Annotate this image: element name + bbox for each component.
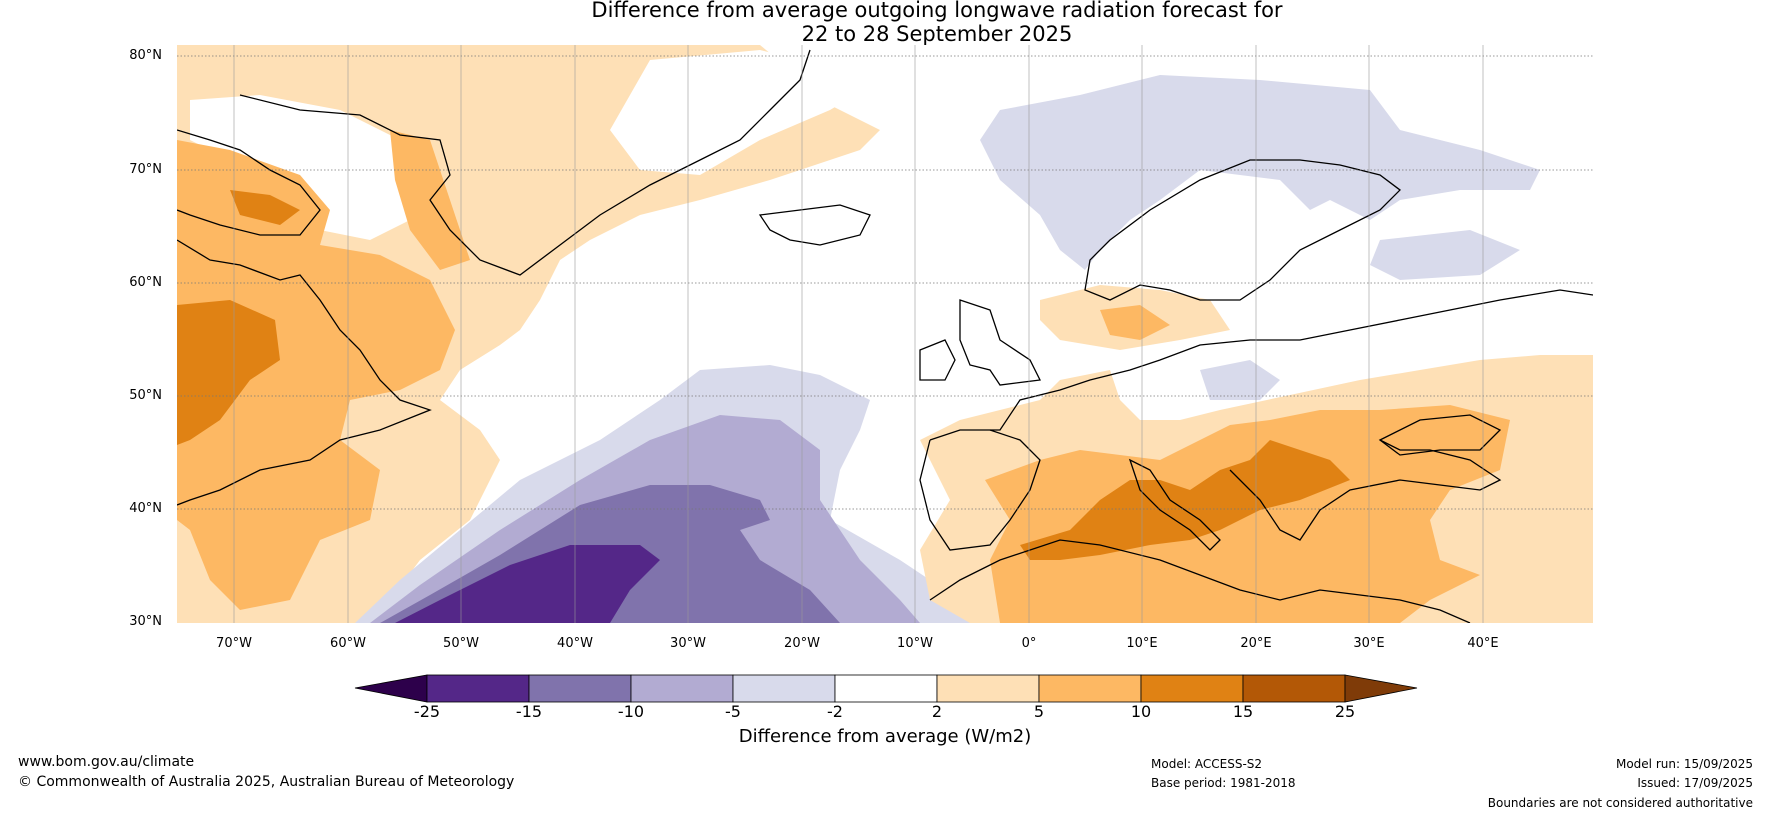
title-line-2: 22 to 28 September 2025 <box>801 22 1073 46</box>
colorbar-tick-label: 5 <box>1033 702 1045 721</box>
footer-copyright: © Commonwealth of Australia 2025, Austra… <box>18 774 515 790</box>
colorbar-tick-label: 2 <box>931 702 943 721</box>
colorbar-tick-label: -10 <box>617 702 645 721</box>
anomaly-region-minus2to5-poland <box>1200 360 1280 400</box>
footer-model: Model: ACCESS-S2 <box>1151 757 1263 771</box>
lon-label-40e: 40°E <box>1467 636 1499 651</box>
footer-model-run: Model run: 15/09/2025 <box>1615 757 1753 771</box>
coastline-hudson-bay <box>177 129 321 236</box>
colorbar-tick-label: 10 <box>1130 702 1152 721</box>
lon-label-70w: 70°W <box>216 636 252 651</box>
footer-base-period: Base period: 1981-2018 <box>1151 776 1296 790</box>
coastline-iberia <box>919 429 1041 551</box>
coastline-scandinavia <box>1084 159 1401 301</box>
lat-label-70n: 70°N <box>129 162 162 177</box>
colorbar-extend-max <box>1344 674 1418 703</box>
lon-label-30w: 30°W <box>670 636 706 651</box>
coastlines <box>177 49 1593 623</box>
colorbar-bin-7 <box>1038 674 1142 703</box>
colorbar-tick-label: 15 <box>1232 702 1254 721</box>
coastline-british-isles <box>959 299 1041 386</box>
colorbar-title: Difference from average (W/m2) <box>738 726 1032 747</box>
colorbar-bin-5 <box>834 674 938 703</box>
neutral-region-greenland <box>190 95 430 240</box>
coastline-balkans <box>1229 439 1502 541</box>
anomaly-region-10to15-baffin <box>230 190 300 225</box>
lon-label-40w: 40°W <box>557 636 593 651</box>
colorbar-bin-1 <box>426 674 530 703</box>
graticule-parallels <box>177 55 1593 510</box>
colorbar-tick-label: -15 <box>515 702 543 721</box>
coastline-ireland <box>919 339 956 381</box>
lat-label-40n: 40°N <box>129 501 162 516</box>
coastline-western-europe <box>929 289 1593 441</box>
lon-label-10e: 10°E <box>1126 636 1158 651</box>
colorbar-tick-label: -25 <box>413 702 441 721</box>
colorbar <box>354 674 1418 703</box>
anomaly-region-5to10-canada <box>177 140 455 610</box>
anomaly-field <box>177 45 1593 623</box>
footer-disclaimer: Boundaries are not considered authoritat… <box>1487 796 1753 810</box>
colorbar-extend-min <box>354 674 428 703</box>
anomaly-region-5to10-denmark <box>1100 305 1170 340</box>
anomaly-region-minus2to5-baltic-east <box>1370 230 1520 280</box>
neutral-region-greenland-east <box>610 50 880 175</box>
colorbar-tick-label: 25 <box>1334 702 1356 721</box>
lat-label-80n: 80°N <box>129 48 162 63</box>
coastline-iceland <box>758 204 871 246</box>
anomaly-region-minus2to5-scandinavia <box>980 75 1540 270</box>
coastline-italy <box>1128 458 1221 551</box>
lat-label-30n: 30°N <box>129 614 162 629</box>
lon-label-10w: 10°W <box>897 636 933 651</box>
colorbar-tick-label: -5 <box>725 702 741 721</box>
lon-label-0: 0° <box>1021 636 1037 651</box>
lon-label-20e: 20°E <box>1240 636 1272 651</box>
colorbar-bin-9 <box>1242 674 1346 703</box>
footer-issued: Issued: 17/09/2025 <box>1637 776 1753 790</box>
lon-label-20w: 20°W <box>784 636 820 651</box>
title-line-1: Difference from average outgoing longwav… <box>591 0 1283 22</box>
lon-label-50w: 50°W <box>443 636 479 651</box>
colorbar-bin-8 <box>1140 674 1244 703</box>
anomaly-region-10to15-labrador <box>177 300 280 445</box>
coastline-north-america <box>177 239 432 506</box>
coastline-north-africa <box>929 539 1471 623</box>
lon-label-30e: 30°E <box>1353 636 1385 651</box>
colorbar-bin-3 <box>630 674 734 703</box>
lat-label-50n: 50°N <box>129 388 162 403</box>
coastline-black-sea <box>1378 414 1502 456</box>
coastline-greenland <box>239 49 811 276</box>
colorbar-bin-4 <box>732 674 836 703</box>
anomaly-region-10to15-mediterranean <box>1020 440 1350 560</box>
colorbar-bin-2 <box>528 674 632 703</box>
footer-website: www.bom.gov.au/climate <box>18 754 195 770</box>
colorbar-tick-label: -2 <box>827 702 843 721</box>
colorbar-bin-6 <box>936 674 1040 703</box>
lon-label-60w: 60°W <box>330 636 366 651</box>
lat-label-60n: 60°N <box>129 275 162 290</box>
map-title: Difference from average outgoing longwav… <box>0 0 1770 46</box>
graticule-meridians <box>233 45 1484 623</box>
